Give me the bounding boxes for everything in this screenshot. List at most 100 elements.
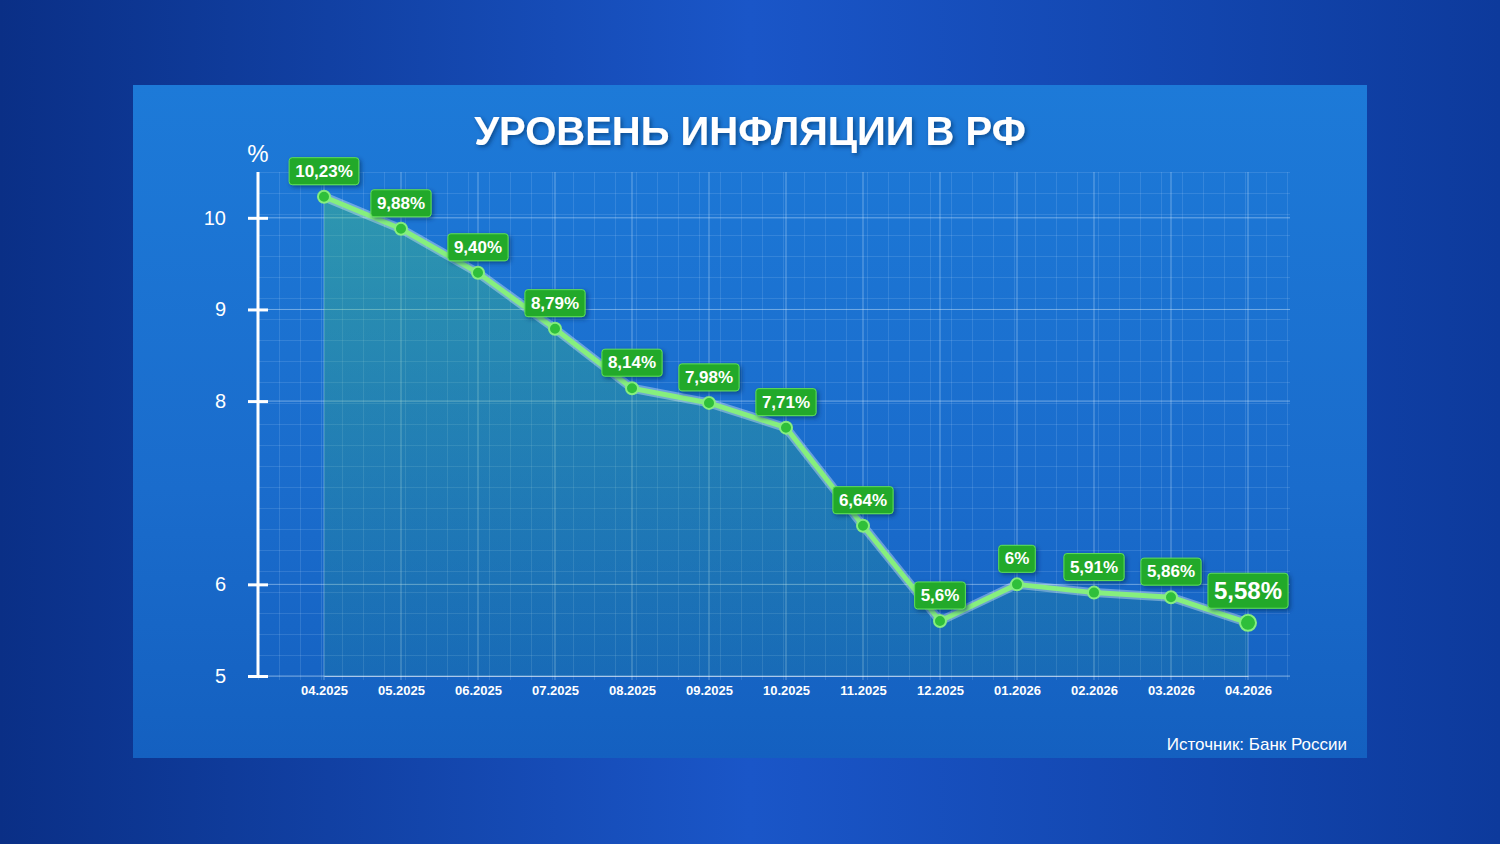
panel — [133, 85, 1367, 758]
x-tick: 07.2025 — [532, 676, 579, 698]
y-tick-mark — [248, 400, 268, 403]
x-tick: 04.2026 — [1225, 676, 1272, 698]
data-label-group: 5,91% — [1064, 554, 1124, 581]
x-tick: 08.2025 — [609, 676, 656, 698]
y-axis: 5 6 8 9 10 — [204, 172, 268, 687]
y-tick-label: 6 — [215, 573, 226, 595]
x-axis: 04.2025 05.2025 06.2025 07.2025 08.2025 09.20… — [301, 676, 1272, 698]
data-label-group: 6% — [999, 545, 1036, 572]
x-tick: 02.2026 — [1071, 676, 1118, 698]
data-label: 5,91% — [1070, 558, 1118, 577]
x-tick-label: 11.2025 — [840, 683, 886, 698]
data-label: 6,64% — [839, 491, 887, 510]
x-tick-label: 07.2025 — [532, 683, 579, 698]
x-tick: 06.2025 — [455, 676, 502, 698]
background — [0, 0, 1500, 844]
x-tick: 12.2025 — [917, 676, 964, 698]
x-tick-label: 08.2025 — [609, 683, 656, 698]
x-tick-label: 04.2026 — [1225, 683, 1272, 698]
point — [703, 397, 715, 409]
data-label: 10,23% — [295, 162, 353, 181]
grid — [258, 172, 1290, 680]
point — [626, 382, 638, 394]
data-label-box — [1141, 558, 1201, 585]
data-label-group: 7,71% — [756, 389, 816, 416]
data-label-group: 10,23% — [289, 158, 359, 185]
data-label-box — [525, 290, 585, 317]
data-label: 7,71% — [762, 393, 810, 412]
x-tick: 03.2026 — [1148, 676, 1195, 698]
data-label-box — [833, 487, 893, 514]
data-label: 9,88% — [377, 194, 425, 213]
data-label-box — [999, 545, 1036, 572]
x-tick-label: 09.2025 — [686, 683, 733, 698]
x-tick-label: 03.2026 — [1148, 683, 1195, 698]
y-tick-label: 10 — [204, 207, 226, 229]
source-note: Источник: Банк России — [1167, 735, 1347, 754]
data-label: 5,58% — [1214, 577, 1282, 604]
data-label-box — [371, 190, 431, 217]
y-tick-mark — [248, 308, 268, 311]
data-label-box — [448, 234, 508, 261]
data-label-group: 5,58% — [1208, 573, 1288, 608]
point — [857, 520, 869, 532]
point — [549, 323, 561, 335]
x-tick: 11.2025 — [840, 676, 886, 698]
line — [324, 197, 1248, 623]
data-label-group: 9,88% — [371, 190, 431, 217]
data-label: 5,86% — [1147, 562, 1195, 581]
y-tick-label: 5 — [215, 665, 226, 687]
x-tick-label: 01.2026 — [994, 683, 1041, 698]
x-axis-line — [325, 676, 1249, 677]
point — [395, 223, 407, 235]
y-tick-mark — [248, 583, 268, 586]
line-glow — [324, 197, 1248, 623]
data-label-group: 7,98% — [679, 364, 739, 391]
y-tick: 5 — [215, 665, 268, 687]
data-label-box — [289, 158, 359, 185]
data-label: 7,98% — [685, 368, 733, 387]
data-label-group: 6,64% — [833, 487, 893, 514]
data-label-box — [915, 582, 966, 609]
point — [934, 615, 946, 627]
chart-canvas: 5 6 8 9 10 04.2025 05.2025 06.2025 07.2025 08.202… — [0, 0, 1500, 844]
data-label-box — [1208, 573, 1288, 608]
y-tick-mark — [248, 675, 268, 678]
area — [324, 197, 1248, 676]
y-tick: 8 — [215, 390, 268, 412]
x-tick: 05.2025 — [378, 676, 425, 698]
point — [780, 422, 792, 434]
y-tick-mark — [248, 217, 268, 220]
plot-marks — [318, 191, 1256, 676]
y-axis-line — [257, 172, 260, 676]
data-label-group: 9,40% — [448, 234, 508, 261]
x-tick: 09.2025 — [686, 676, 733, 698]
data-label-group: 5,86% — [1141, 558, 1201, 585]
data-label: 8,79% — [531, 294, 579, 313]
x-tick-label: 04.2025 — [301, 683, 348, 698]
x-tick-label: 10.2025 — [763, 683, 810, 698]
data-label-group: 8,14% — [602, 349, 662, 376]
x-tick-label: 06.2025 — [455, 683, 502, 698]
data-label-box — [1064, 554, 1124, 581]
data-label: 9,40% — [454, 238, 502, 257]
data-label-group: 8,79% — [525, 290, 585, 317]
point — [1240, 615, 1256, 631]
x-tick-label: 12.2025 — [917, 683, 964, 698]
y-tick: 9 — [215, 298, 268, 320]
point — [318, 191, 330, 203]
point — [1088, 587, 1100, 599]
point — [1165, 591, 1177, 603]
data-label: 5,6% — [921, 586, 960, 605]
y-axis-title: % — [247, 140, 268, 167]
x-tick-label: 02.2026 — [1071, 683, 1118, 698]
data-label-group: 5,6% — [915, 582, 966, 609]
data-label-box — [602, 349, 662, 376]
point — [472, 267, 484, 279]
y-tick: 10 — [204, 207, 268, 229]
y-tick-label: 8 — [215, 390, 226, 412]
data-labels: 10,23% 9,88% 9,40% 8,79% 8,14% 7,98% 7,71% 6,64… — [289, 158, 1288, 609]
point — [1011, 578, 1023, 590]
grid-line-y — [258, 217, 1290, 218]
x-tick: 01.2026 — [994, 676, 1041, 698]
